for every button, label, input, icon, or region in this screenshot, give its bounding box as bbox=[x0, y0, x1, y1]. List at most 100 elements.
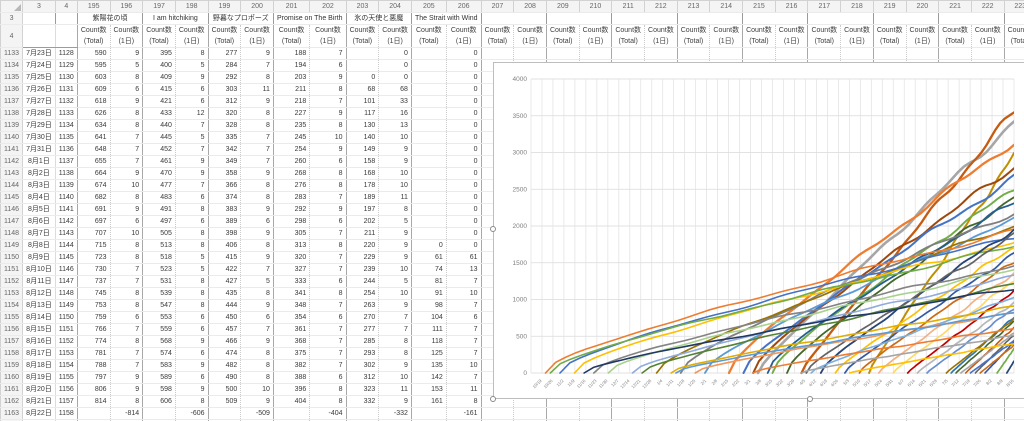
value-cell[interactable]: 8 bbox=[309, 239, 347, 252]
value-cell[interactable]: 1146 bbox=[54, 263, 78, 276]
chart-resize-handle-bottom-middle[interactable] bbox=[807, 396, 813, 402]
value-cell[interactable]: 375 bbox=[272, 347, 310, 360]
value-cell[interactable] bbox=[938, 47, 972, 60]
value-cell[interactable] bbox=[1003, 419, 1024, 421]
value-cell[interactable]: 7 bbox=[109, 143, 143, 156]
group-title-cell[interactable]: I am hitchiking bbox=[142, 12, 209, 25]
count-label-cell[interactable]: Count数 (1日) bbox=[309, 24, 347, 48]
value-cell[interactable]: 715 bbox=[76, 239, 110, 252]
value-cell[interactable]: 8 bbox=[109, 251, 143, 264]
date-cell[interactable]: 7月26日 bbox=[22, 83, 56, 96]
value-cell[interactable]: 0 bbox=[445, 179, 482, 192]
value-cell[interactable]: 415 bbox=[142, 83, 176, 96]
count-label-cell[interactable]: Count数(Total) bbox=[1003, 24, 1024, 48]
value-cell[interactable]: 9 bbox=[109, 167, 143, 180]
row-header[interactable]: 1163 bbox=[0, 407, 24, 420]
value-cell[interactable] bbox=[709, 47, 743, 60]
value-cell[interactable]: 0 bbox=[445, 167, 482, 180]
value-cell[interactable]: 235 bbox=[272, 119, 310, 132]
value-cell[interactable] bbox=[410, 227, 447, 240]
value-cell[interactable]: 398 bbox=[207, 227, 241, 240]
value-cell[interactable] bbox=[807, 419, 841, 421]
date-cell[interactable]: 8月5日 bbox=[22, 203, 56, 216]
value-cell[interactable]: 759 bbox=[76, 311, 110, 324]
value-cell[interactable]: 1144 bbox=[54, 239, 78, 252]
value-cell[interactable]: 7 bbox=[445, 275, 482, 288]
value-cell[interactable] bbox=[207, 419, 241, 421]
value-cell[interactable] bbox=[410, 59, 447, 72]
date-cell[interactable]: 7月29日 bbox=[22, 119, 56, 132]
value-cell[interactable] bbox=[742, 47, 776, 60]
value-cell[interactable]: 9 bbox=[378, 395, 412, 408]
value-cell[interactable]: 7 bbox=[309, 191, 347, 204]
value-cell[interactable]: 1155 bbox=[54, 371, 78, 384]
value-cell[interactable] bbox=[578, 47, 612, 60]
count-label-cell[interactable]: Count数 (1日) bbox=[774, 24, 808, 48]
count-label-cell[interactable]: Count数 (1日) bbox=[513, 24, 547, 48]
value-cell[interactable]: 312 bbox=[345, 371, 379, 384]
row-header[interactable]: 1159 bbox=[0, 359, 24, 372]
value-cell[interactable]: -404 bbox=[309, 407, 347, 420]
value-cell[interactable] bbox=[410, 215, 447, 228]
value-cell[interactable]: 589 bbox=[142, 371, 176, 384]
value-cell[interactable]: 433 bbox=[142, 107, 176, 120]
value-cell[interactable]: 483 bbox=[142, 191, 176, 204]
value-cell[interactable]: 277 bbox=[207, 47, 241, 60]
column-header[interactable]: 197 bbox=[142, 0, 176, 13]
date-cell[interactable]: 7月23日 bbox=[22, 47, 56, 60]
value-cell[interactable]: 8 bbox=[309, 119, 347, 132]
row-header[interactable]: 1134 bbox=[0, 59, 24, 72]
value-cell[interactable]: 333 bbox=[272, 275, 310, 288]
series-line[interactable] bbox=[960, 332, 1014, 374]
value-cell[interactable] bbox=[872, 47, 907, 60]
value-cell[interactable]: 1133 bbox=[54, 107, 78, 120]
count-label-cell[interactable]: Count数(Total) bbox=[676, 24, 710, 48]
value-cell[interactable]: 10 bbox=[445, 359, 482, 372]
value-cell[interactable]: 1132 bbox=[54, 95, 78, 108]
value-cell[interactable] bbox=[872, 407, 907, 420]
date-cell[interactable]: 8月19日 bbox=[22, 371, 56, 384]
value-cell[interactable]: 1154 bbox=[54, 359, 78, 372]
value-cell[interactable]: 8 bbox=[109, 395, 143, 408]
value-cell[interactable]: 6 bbox=[240, 311, 274, 324]
value-cell[interactable]: -509 bbox=[240, 407, 274, 420]
value-cell[interactable]: 0 bbox=[905, 419, 939, 421]
value-cell[interactable]: 6 bbox=[174, 83, 209, 96]
value-cell[interactable]: 61 bbox=[410, 251, 447, 264]
value-cell[interactable]: -606 bbox=[174, 407, 209, 420]
column-header[interactable]: 218 bbox=[840, 0, 874, 13]
series-line[interactable] bbox=[679, 213, 1014, 374]
series-line[interactable] bbox=[834, 246, 1014, 374]
value-cell[interactable]: 682 bbox=[76, 191, 110, 204]
value-cell[interactable]: 5 bbox=[378, 275, 412, 288]
value-cell[interactable]: 9 bbox=[240, 167, 274, 180]
date-cell[interactable]: 8月2日 bbox=[22, 167, 56, 180]
cell[interactable] bbox=[54, 24, 78, 48]
value-cell[interactable]: 10 bbox=[378, 131, 412, 144]
value-cell[interactable]: 7 bbox=[445, 323, 482, 336]
cell[interactable] bbox=[54, 12, 78, 25]
row-header[interactable]: 1145 bbox=[0, 191, 24, 204]
value-cell[interactable]: 6 bbox=[309, 215, 347, 228]
group-title-cell[interactable] bbox=[938, 12, 1005, 25]
value-cell[interactable] bbox=[76, 407, 110, 420]
row-header[interactable]: 1148 bbox=[0, 227, 24, 240]
value-cell[interactable]: 7 bbox=[309, 227, 347, 240]
value-cell[interactable]: 435 bbox=[207, 287, 241, 300]
value-cell[interactable]: 168 bbox=[345, 167, 379, 180]
value-cell[interactable]: 358 bbox=[207, 167, 241, 180]
value-cell[interactable]: 117 bbox=[345, 107, 379, 120]
value-cell[interactable]: 320 bbox=[207, 107, 241, 120]
value-cell[interactable] bbox=[545, 407, 580, 420]
value-cell[interactable]: 328 bbox=[207, 119, 241, 132]
value-cell[interactable]: 568 bbox=[142, 335, 176, 348]
value-cell[interactable]: 91 bbox=[410, 287, 447, 300]
column-header[interactable]: 208 bbox=[513, 0, 547, 13]
value-cell[interactable] bbox=[905, 47, 939, 60]
value-cell[interactable]: 490 bbox=[207, 371, 241, 384]
row-header[interactable]: 3 bbox=[0, 12, 24, 25]
value-cell[interactable]: 342 bbox=[207, 143, 241, 156]
value-cell[interactable]: 5 bbox=[378, 215, 412, 228]
count-label-cell[interactable]: Count数(Total) bbox=[545, 24, 580, 48]
value-cell[interactable]: 6 bbox=[174, 191, 209, 204]
